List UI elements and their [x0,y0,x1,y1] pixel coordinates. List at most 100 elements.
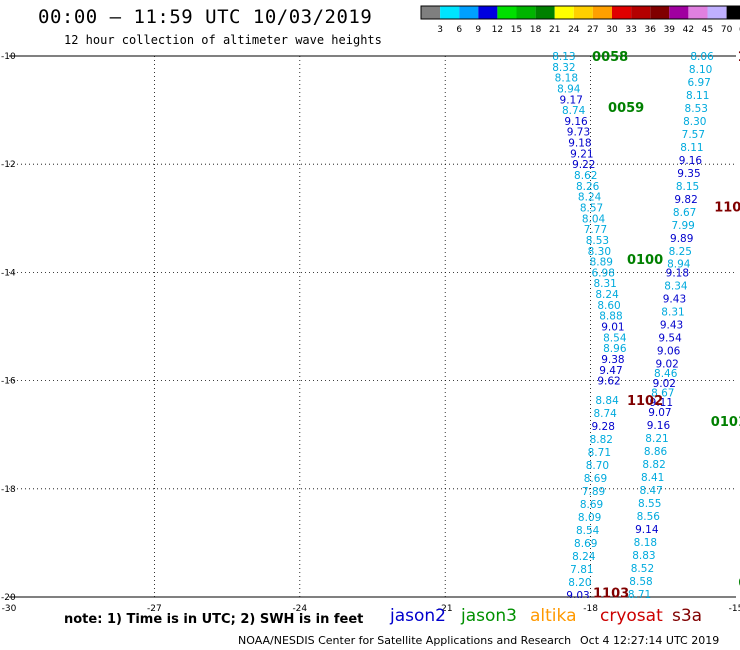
swh-value-label: 8.34 [664,280,688,292]
swh-value-label: 9.47 [599,365,622,377]
swh-value-label: 8.31 [593,278,616,290]
swh-value-label: 8.70 [586,460,609,472]
swh-value-label: 8.94 [557,83,581,95]
swh-value-label: 8.21 [645,433,668,445]
color-scale-label: 27 [587,25,598,35]
color-swatch [478,6,498,19]
swh-value-label: 8.82 [642,459,665,471]
swh-value-label: 8.55 [638,498,661,510]
swh-value-label: 8.26 [576,181,600,193]
y-tick-label: -18 [1,485,16,495]
swh-value-label: 8.60 [597,300,620,312]
swh-value-label: 8.09 [578,512,601,524]
swh-value-label: 8.71 [588,447,611,459]
x-tick-label: -15 [729,604,740,614]
color-scale-label: 39 [664,25,676,35]
swh-value-label: 9.21 [570,148,593,160]
x-tick-label: -27 [147,604,162,614]
swh-value-label: 8.13 [552,51,575,63]
color-swatch [459,6,479,19]
color-swatch [688,6,708,19]
swh-value-label: 8.71 [628,589,651,601]
swh-value-label: 9.38 [601,354,624,366]
swh-value-label: 8.24 [572,551,596,563]
color-swatch [497,6,517,19]
swh-value-label: 9.02 [655,358,678,370]
swh-value-label: 8.06 [690,51,714,63]
swh-value-label: 7.77 [584,224,607,236]
swh-value-label: 8.11 [686,90,709,102]
x-tick-label: -30 [2,604,17,614]
color-scale-label: 42 [683,25,694,35]
swh-value-label: 9.62 [597,376,620,388]
color-swatch [535,6,555,19]
swh-value-label: 8.52 [631,563,654,575]
swh-value-label: 9.89 [670,233,693,245]
swh-value-label: 9.16 [679,155,703,167]
swh-value-label: 9.07 [648,407,671,419]
swh-value-label: 9.22 [572,159,595,171]
color-scale-label: 6 [456,25,462,35]
swh-value-label: 9.17 [560,94,583,106]
color-swatch [631,6,651,19]
swh-value-label: 9.16 [647,420,671,432]
color-swatch [573,6,593,19]
generation-timestamp: Oct 4 12:27:14 UTC 2019 [580,634,720,647]
color-scale-label: 24 [568,25,580,35]
color-scale-frame [420,5,740,20]
color-swatch [516,6,536,19]
swh-value-label: 8.94 [667,259,691,271]
swh-value-label: 8.69 [580,499,603,511]
swh-value-label: 9.18 [568,138,591,150]
color-scale-label: 30 [606,25,618,35]
color-scale-label: 36 [644,25,656,35]
swh-value-label: 8.32 [552,62,575,74]
color-swatch [440,6,460,19]
swh-value-label: 8.82 [590,434,613,446]
swh-value-label: 8.84 [595,395,619,407]
swh-value-label: 8.57 [580,202,603,214]
color-scale-label: 15 [511,25,522,35]
color-scale-label: 18 [530,25,542,35]
x-tick-label: -24 [292,604,307,614]
swh-value-label: 7.99 [671,220,694,232]
color-swatch [726,6,740,19]
swh-value-label: 8.74 [562,105,586,117]
color-swatch [650,6,670,19]
swh-value-label: 8.74 [593,408,617,420]
swh-value-label: 8.69 [584,473,607,485]
pass-time-label: 0058 [592,50,628,65]
swh-value-label: 8.20 [568,577,591,589]
swh-value-label: 7.81 [570,564,593,576]
pass-time-label: 0059 [608,101,644,116]
legend-jason2: jason2 [390,606,446,626]
color-scale-label: 9 [475,25,481,35]
swh-value-label: 9.03 [566,590,589,602]
color-scale-label: (ft) [739,25,740,35]
swh-value-label: 8.11 [680,142,703,154]
color-scale-label: 3 [437,25,443,35]
swh-value-label: 8.56 [637,511,661,523]
swh-value-label: 8.04 [582,213,606,225]
swh-value-label: 8.67 [673,207,696,219]
swh-value-label: 8.25 [669,246,692,258]
legend-cryosat: cryosat [600,606,663,626]
swh-value-label: 8.46 [654,368,678,380]
y-tick-label: -14 [1,268,16,278]
swh-value-label: 9.02 [653,378,676,390]
swh-value-label: 8.30 [683,116,706,128]
swh-value-label: 9.16 [564,116,588,128]
swh-value-label: 8.30 [588,246,611,258]
legend-s3a: s3a [672,606,703,626]
swh-value-label: 8.54 [603,332,627,344]
pass-time-label: 1101 [714,200,740,215]
y-tick-label: -20 [1,593,16,603]
swh-value-label: 8.62 [574,170,597,182]
swh-value-label: 9.35 [677,168,700,180]
swh-value-label: 8.54 [576,525,600,537]
swh-value-label: 9.14 [635,524,659,536]
pass-time-label: 01 [738,576,740,591]
